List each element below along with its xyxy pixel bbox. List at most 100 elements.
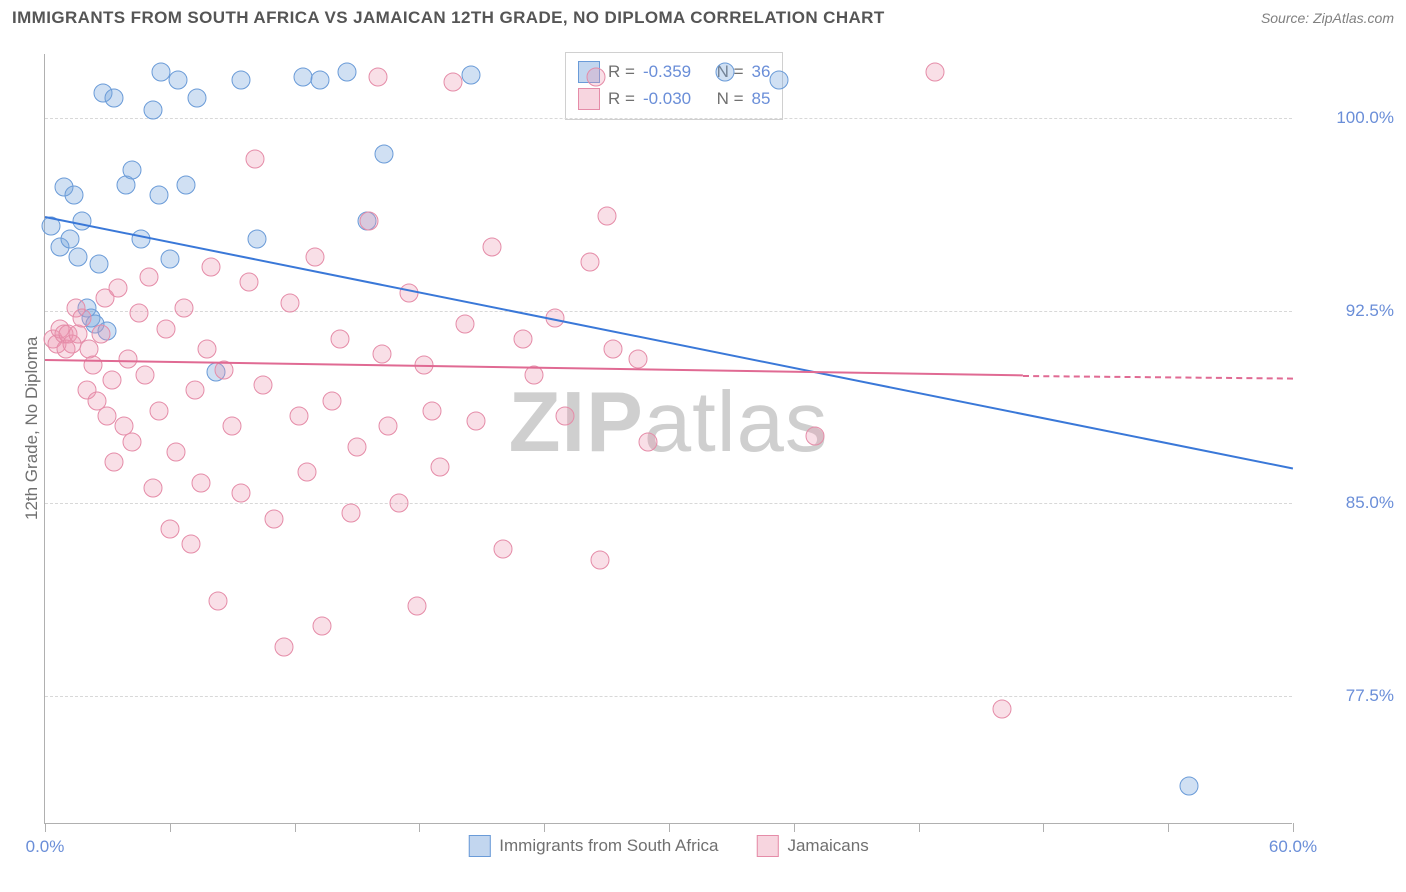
data-point bbox=[375, 145, 394, 164]
data-point bbox=[104, 88, 123, 107]
data-point bbox=[462, 65, 481, 84]
data-point bbox=[223, 417, 242, 436]
data-point bbox=[1180, 776, 1199, 795]
data-point bbox=[331, 329, 350, 348]
data-point bbox=[306, 247, 325, 266]
data-point bbox=[69, 247, 88, 266]
data-point bbox=[992, 699, 1011, 718]
data-point bbox=[208, 591, 227, 610]
data-point bbox=[360, 211, 379, 230]
data-point bbox=[239, 273, 258, 292]
grid-line-h bbox=[45, 311, 1292, 312]
chart-title: IMMIGRANTS FROM SOUTH AFRICA VS JAMAICAN… bbox=[12, 8, 885, 28]
data-point bbox=[770, 70, 789, 89]
y-axis-label: 12th Grade, No Diploma bbox=[22, 337, 42, 520]
data-point bbox=[298, 463, 317, 482]
title-bar: IMMIGRANTS FROM SOUTH AFRICA VS JAMAICAN… bbox=[12, 8, 1394, 28]
data-point bbox=[92, 324, 111, 343]
data-point bbox=[281, 293, 300, 312]
x-tick bbox=[1043, 823, 1044, 832]
data-point bbox=[187, 88, 206, 107]
data-point bbox=[408, 596, 427, 615]
x-tick bbox=[794, 823, 795, 832]
data-point bbox=[192, 473, 211, 492]
plot-area: ZIPatlas R = -0.359 N = 36 R = -0.030 N … bbox=[44, 54, 1292, 824]
y-tick-label: 77.5% bbox=[1346, 686, 1394, 706]
data-point bbox=[556, 406, 575, 425]
data-point bbox=[628, 350, 647, 369]
data-point bbox=[102, 370, 121, 389]
data-point bbox=[150, 401, 169, 420]
data-point bbox=[231, 70, 250, 89]
swatch-pink bbox=[756, 835, 778, 857]
data-point bbox=[181, 535, 200, 554]
data-point bbox=[144, 478, 163, 497]
x-tick bbox=[419, 823, 420, 832]
data-point bbox=[264, 509, 283, 528]
data-point bbox=[150, 186, 169, 205]
data-point bbox=[144, 101, 163, 120]
data-point bbox=[456, 314, 475, 333]
data-point bbox=[603, 340, 622, 359]
x-tick bbox=[295, 823, 296, 832]
data-point bbox=[90, 255, 109, 274]
data-point bbox=[341, 504, 360, 523]
data-point bbox=[246, 150, 265, 169]
y-tick-label: 100.0% bbox=[1336, 108, 1394, 128]
data-point bbox=[372, 345, 391, 364]
data-point bbox=[466, 412, 485, 431]
x-tick bbox=[544, 823, 545, 832]
data-point bbox=[123, 160, 142, 179]
data-point bbox=[129, 304, 148, 323]
data-point bbox=[379, 417, 398, 436]
legend-series: Immigrants from South Africa Jamaicans bbox=[468, 835, 868, 857]
data-point bbox=[493, 540, 512, 559]
grid-line-h bbox=[45, 503, 1292, 504]
swatch-blue bbox=[468, 835, 490, 857]
x-tick bbox=[1168, 823, 1169, 832]
data-point bbox=[135, 365, 154, 384]
data-point bbox=[716, 62, 735, 81]
data-point bbox=[140, 268, 159, 287]
legend-item-1: Immigrants from South Africa bbox=[468, 835, 718, 857]
r-value-1: -0.359 bbox=[643, 58, 691, 85]
n-value-2: 85 bbox=[752, 85, 771, 112]
grid-line-h bbox=[45, 696, 1292, 697]
data-point bbox=[483, 237, 502, 256]
data-point bbox=[337, 62, 356, 81]
data-point bbox=[160, 519, 179, 538]
data-point bbox=[443, 73, 462, 92]
x-tick bbox=[170, 823, 171, 832]
swatch-pink bbox=[578, 88, 600, 110]
data-point bbox=[312, 617, 331, 636]
data-point bbox=[108, 278, 127, 297]
trend-line bbox=[1023, 375, 1293, 380]
data-point bbox=[580, 252, 599, 271]
data-point bbox=[310, 70, 329, 89]
x-tick bbox=[669, 823, 670, 832]
data-point bbox=[805, 427, 824, 446]
data-point bbox=[185, 381, 204, 400]
data-point bbox=[289, 406, 308, 425]
grid-line-h bbox=[45, 118, 1292, 119]
x-tick bbox=[45, 823, 46, 832]
data-point bbox=[275, 637, 294, 656]
data-point bbox=[254, 376, 273, 395]
data-point bbox=[123, 432, 142, 451]
data-point bbox=[422, 401, 441, 420]
data-point bbox=[60, 229, 79, 248]
r-value-2: -0.030 bbox=[643, 85, 691, 112]
watermark: ZIPatlas bbox=[509, 374, 829, 472]
legend-item-2: Jamaicans bbox=[756, 835, 868, 857]
data-point bbox=[104, 453, 123, 472]
legend-row-series-2: R = -0.030 N = 85 bbox=[578, 85, 770, 112]
legend-row-series-1: R = -0.359 N = 36 bbox=[578, 58, 770, 85]
data-point bbox=[231, 483, 250, 502]
data-point bbox=[202, 258, 221, 277]
data-point bbox=[167, 442, 186, 461]
x-tick-label: 0.0% bbox=[26, 837, 65, 857]
data-point bbox=[587, 68, 606, 87]
data-point bbox=[597, 206, 616, 225]
data-point bbox=[73, 211, 92, 230]
data-point bbox=[248, 229, 267, 248]
